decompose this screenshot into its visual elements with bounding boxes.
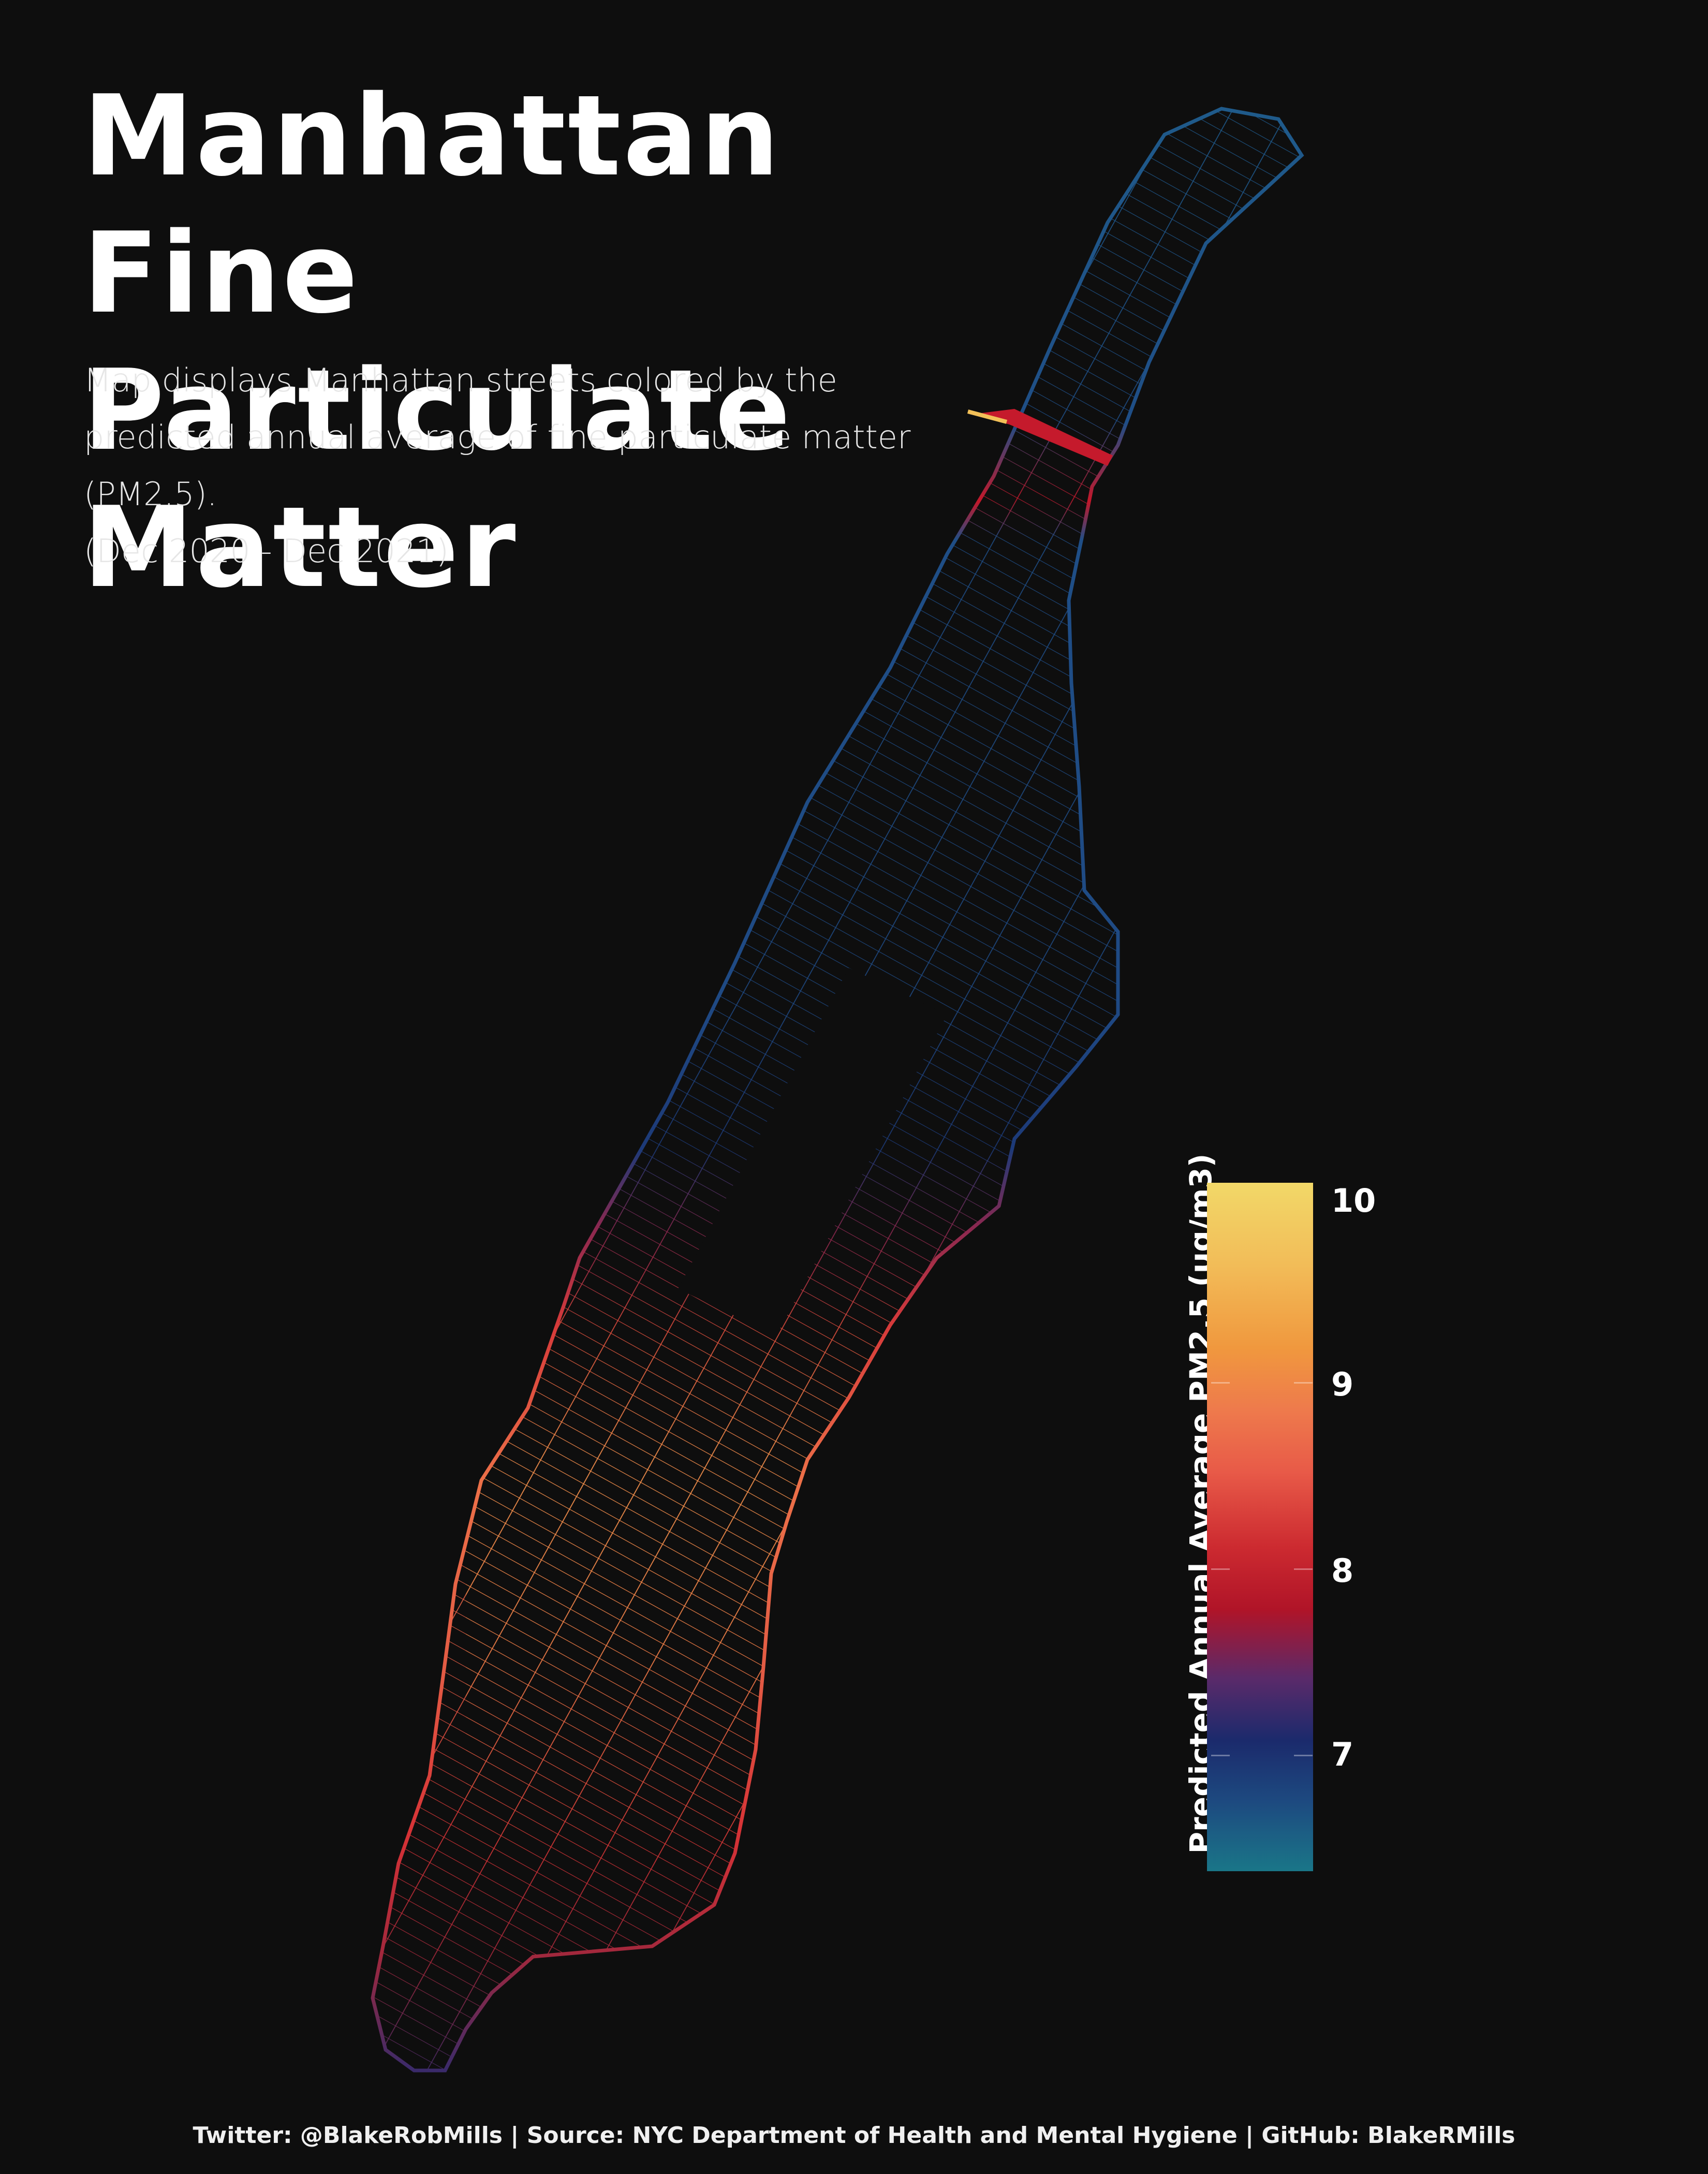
legend-tick-label: 9 [1331,1365,1354,1403]
bridge-ramp [967,409,1008,424]
shoreline-drive [371,107,1304,2073]
map-title-line-1: Manhattan Fine [83,71,782,338]
legend-tick-mark-left [1211,1568,1230,1570]
subtitle-line-1: Map displays Manhattan streets colored b… [84,361,837,399]
legend-colorbar [1207,1183,1313,1871]
legend-tick-label: 8 [1331,1552,1354,1590]
map-subtitle: Map displays Manhattan streets colored b… [84,352,1015,580]
legend-tick-mark-left [1211,1382,1230,1384]
map-title-line-2: Particulate Matter [83,345,793,612]
legend-tick-mark [1294,1568,1313,1570]
subtitle-line-2: predicted annual average of fine particu… [84,418,911,513]
legend-tick-label: 10 [1331,1182,1376,1220]
legend-tick-label: 7 [1331,1736,1354,1773]
legend-tick-mark-left [1211,1755,1230,1756]
legend-tick-mark [1294,1382,1313,1384]
bridge-approach-highway [973,409,1113,466]
map-title: Manhattan Fine Particulate Matter [83,67,1066,616]
legend-tick-mark [1294,1755,1313,1756]
source-caption: Twitter: @BlakeRobMills | Source: NYC De… [193,2122,1515,2149]
subtitle-line-3: (Dec 2020 - Dec 2021) [84,532,449,570]
